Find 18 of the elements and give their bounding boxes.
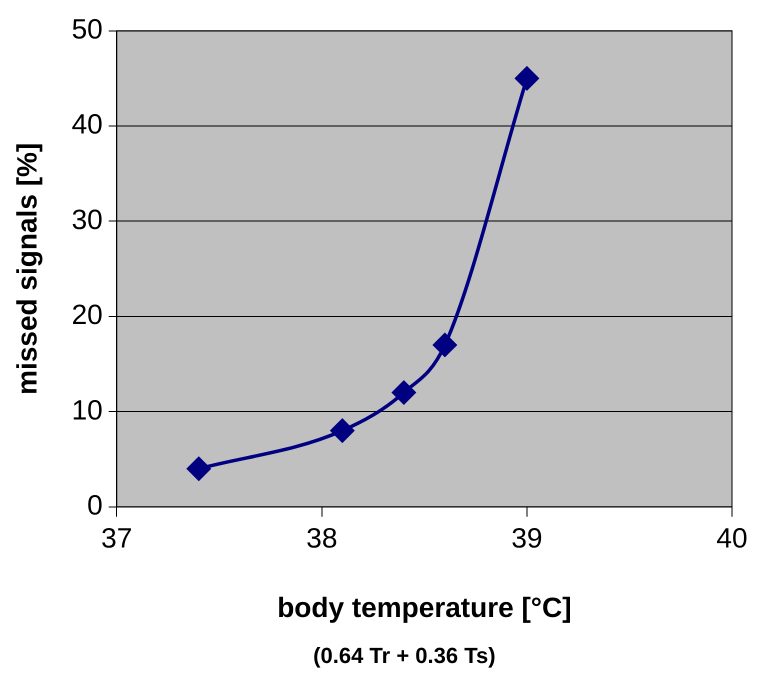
y-tick-label: 50 [72, 14, 103, 45]
point [515, 66, 539, 90]
x-tick-label: 37 [101, 522, 132, 554]
x-tick-label: 38 [306, 522, 338, 554]
y-tick-label: 10 [72, 394, 103, 426]
x-axis-title: body temperature [°C] [277, 592, 572, 623]
point [187, 456, 211, 480]
point [433, 333, 457, 357]
y-tick-label: 0 [87, 490, 103, 521]
y-tick-label: 30 [72, 204, 103, 235]
x-tick-label: 40 [716, 522, 748, 554]
y-tick-label: 40 [72, 108, 103, 140]
x-tick-label: 39 [511, 522, 542, 554]
point [330, 418, 354, 442]
y-tick-label: 20 [72, 299, 103, 330]
point [392, 380, 416, 404]
text: (0.64 Tr + 0.36 Ts) [313, 643, 496, 668]
y-axis-title: missed signals [%] [12, 142, 43, 395]
